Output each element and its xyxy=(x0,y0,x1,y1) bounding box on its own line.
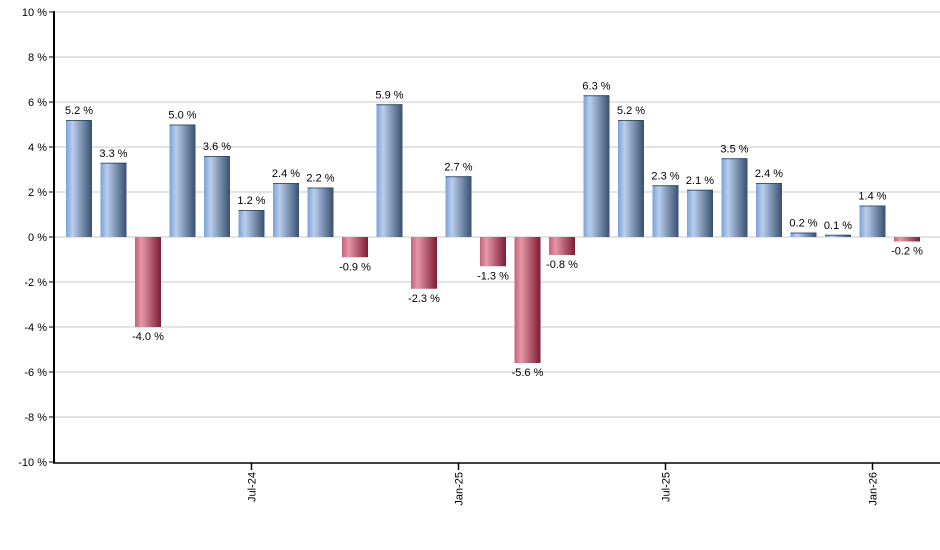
bar-negative xyxy=(135,237,161,327)
bar-value-label: -1.3 % xyxy=(477,270,509,282)
bar-value-label: 3.5 % xyxy=(720,143,748,155)
bar-positive xyxy=(238,210,265,237)
bar-positive xyxy=(376,104,403,237)
bar-positive xyxy=(618,120,644,237)
bar-value-label: 5.9 % xyxy=(375,89,403,101)
bar-positive xyxy=(204,156,230,237)
y-axis-tick-label: 6 % xyxy=(28,97,47,109)
bar-positive xyxy=(790,232,817,237)
bar-value-label: -0.9 % xyxy=(339,261,371,273)
bar-value-label: 5.2 % xyxy=(617,105,645,117)
bar-positive xyxy=(307,187,334,237)
y-axis-tick-label: 0 % xyxy=(28,232,47,244)
y-axis-tick-label: 4 % xyxy=(28,142,47,154)
y-axis-tick-label: 2 % xyxy=(28,187,47,199)
bar-value-label: 5.2 % xyxy=(65,105,93,117)
bar-negative xyxy=(342,237,368,258)
bar-value-label: -5.6 % xyxy=(512,367,544,379)
y-axis-tick-label: -8 % xyxy=(24,412,47,424)
x-axis-tick-label: Jul-24 xyxy=(247,472,259,502)
bar-value-label: 2.2 % xyxy=(306,173,334,185)
bar-positive xyxy=(687,189,713,237)
bar-positive xyxy=(721,158,748,237)
bar-negative xyxy=(894,237,920,242)
bar-value-label: 2.7 % xyxy=(444,161,472,173)
bar-negative xyxy=(411,237,437,289)
bar-value-label: -4.0 % xyxy=(132,331,164,343)
y-axis-tick-label: -10 % xyxy=(18,457,47,469)
bar-negative xyxy=(480,237,506,267)
bar-positive xyxy=(859,205,886,237)
bar-positive xyxy=(66,120,92,237)
bar-value-label: 0.2 % xyxy=(789,218,817,230)
x-axis-tick-label: Jan-26 xyxy=(868,472,880,506)
bar-value-label: 5.0 % xyxy=(168,110,196,122)
bar-value-label: -0.8 % xyxy=(546,259,578,271)
bar-positive xyxy=(169,124,196,237)
bar-value-label: 2.4 % xyxy=(755,168,783,180)
y-axis-tick-label: -2 % xyxy=(24,277,47,289)
bar-value-label: 1.2 % xyxy=(237,195,265,207)
bar-value-label: 1.4 % xyxy=(858,191,886,203)
bar-positive xyxy=(273,183,299,237)
x-axis-tick-label: Jul-25 xyxy=(661,472,673,502)
bar-positive xyxy=(583,95,610,237)
bar-negative xyxy=(549,237,575,255)
x-axis-tick-label: Jan-25 xyxy=(454,472,466,506)
bar-value-label: 2.4 % xyxy=(272,168,300,180)
bar-positive xyxy=(445,176,472,237)
bar-positive xyxy=(756,183,782,237)
bar-value-label: 0.1 % xyxy=(824,220,852,232)
bar-value-label: 2.3 % xyxy=(651,170,679,182)
bar-value-label: 2.1 % xyxy=(686,175,714,187)
y-axis-tick-label: 10 % xyxy=(22,7,47,19)
y-axis-tick-label: -4 % xyxy=(24,322,47,334)
bar-positive xyxy=(825,234,851,237)
y-axis-tick-label: -6 % xyxy=(24,367,47,379)
y-axis-tick-label: 8 % xyxy=(28,52,47,64)
bar-value-label: 3.6 % xyxy=(203,141,231,153)
bar-positive xyxy=(652,185,679,237)
bar-value-label: -2.3 % xyxy=(408,293,440,305)
bar-value-label: -0.2 % xyxy=(891,246,923,258)
bar-value-label: 6.3 % xyxy=(582,80,610,92)
bar-negative xyxy=(514,237,541,363)
bar-value-label: 3.3 % xyxy=(99,148,127,160)
bar-positive xyxy=(100,162,127,237)
